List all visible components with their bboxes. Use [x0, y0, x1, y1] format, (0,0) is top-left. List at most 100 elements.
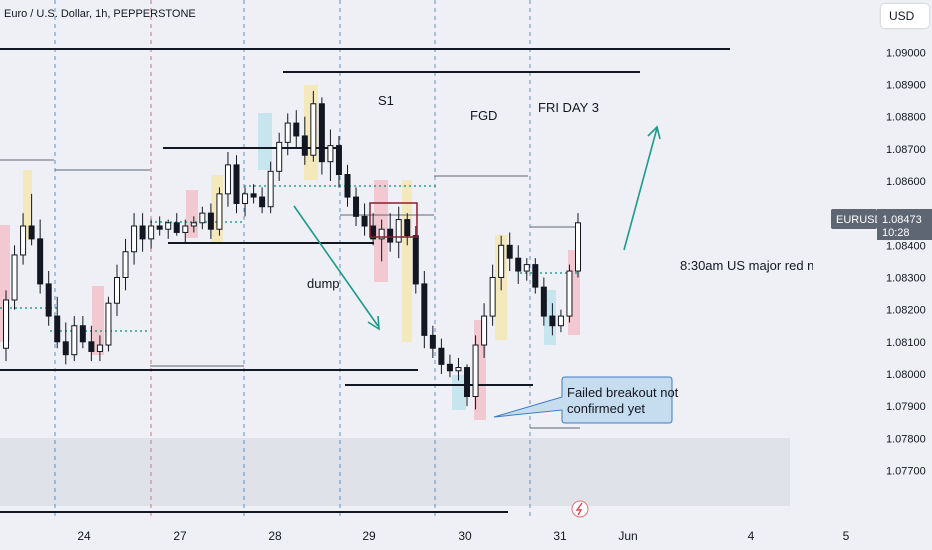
candle-38 — [327, 129, 334, 181]
candle-37 — [318, 97, 325, 175]
breakout-box — [369, 202, 418, 238]
candle-body-63 — [540, 286, 547, 317]
candle-55 — [472, 335, 479, 410]
candle-body-1 — [11, 254, 18, 301]
candle-32 — [276, 132, 283, 181]
level-lines — [0, 48, 730, 513]
candle-22 — [190, 216, 197, 233]
candle-body-56 — [481, 315, 488, 346]
candle-body-2 — [20, 225, 27, 256]
y-tick-label-2: 1.08800 — [886, 112, 926, 124]
highlight-box-0 — [0, 225, 10, 342]
candle-body-23 — [199, 212, 206, 224]
candle-31 — [267, 161, 274, 214]
candle-body-11 — [96, 344, 103, 352]
up-arrow-head — [647, 125, 661, 140]
callout-line-1: Failed breakout not — [567, 385, 679, 400]
candle-1 — [11, 245, 18, 310]
candle-63 — [540, 277, 547, 326]
highlight-box-8 — [402, 180, 412, 342]
y-tick-label-12: 1.07800 — [886, 433, 926, 445]
candle-34 — [293, 110, 300, 149]
x-tick-label-4: 30 — [458, 529, 472, 543]
candle-53 — [455, 357, 462, 381]
candle-body-9 — [79, 325, 86, 343]
demand-zone — [0, 438, 790, 506]
candle-body-49 — [421, 283, 428, 336]
candle-body-34 — [293, 122, 300, 137]
fri-day-label: FRI DAY 3 — [538, 100, 599, 115]
candle-62 — [532, 258, 539, 294]
y-tick-label-4: 1.08600 — [886, 176, 926, 188]
candle-0 — [3, 290, 9, 362]
candle-61 — [523, 258, 530, 281]
candle-body-21 — [182, 225, 189, 233]
candle-25 — [216, 187, 223, 236]
candle-body-8 — [71, 325, 78, 356]
candle-body-41 — [353, 196, 360, 217]
candle-body-7 — [62, 341, 69, 356]
candle-29 — [250, 184, 257, 204]
candle-body-46 — [395, 219, 402, 243]
candle-30 — [259, 187, 266, 214]
x-tick-label-5: 31 — [553, 529, 567, 543]
event-flash-icon[interactable] — [571, 500, 589, 518]
dump-arrow-head — [367, 315, 380, 331]
dump-arrow — [293, 205, 379, 327]
x-tick-label-6: Jun — [618, 529, 637, 543]
candle-body-36 — [310, 103, 317, 156]
highlight-box-1 — [23, 170, 32, 240]
candle-49 — [421, 271, 428, 349]
candle-13 — [113, 264, 120, 317]
candle-body-52 — [446, 363, 453, 372]
candle-body-55 — [472, 344, 479, 397]
candle-35 — [301, 116, 308, 165]
fgd-label: FGD — [470, 108, 497, 123]
candle-65 — [557, 309, 564, 333]
x-tick-label-0: 24 — [77, 529, 91, 543]
candle-10 — [88, 325, 95, 362]
candle-8 — [71, 316, 78, 362]
candle-26 — [224, 152, 231, 207]
price-tag-value: 1.08473 — [882, 214, 922, 226]
candle-23 — [199, 206, 206, 230]
candle-59 — [506, 232, 513, 272]
candle-40 — [344, 164, 351, 207]
candle-body-10 — [88, 341, 95, 352]
y-tick-label-7: 1.08300 — [886, 272, 926, 284]
candle-52 — [446, 354, 453, 378]
candle-body-40 — [344, 174, 351, 198]
candle-15 — [131, 213, 138, 265]
currency-button[interactable]: USD — [881, 4, 929, 28]
candle-7 — [62, 322, 69, 365]
candle-54 — [464, 364, 471, 407]
session-grid — [54, 0, 531, 518]
candle-body-64 — [549, 315, 556, 327]
candle-body-50 — [429, 334, 436, 349]
candle-body-47 — [404, 219, 411, 237]
candle-18 — [156, 216, 163, 236]
candle-50 — [429, 325, 436, 358]
candle-body-59 — [506, 244, 513, 259]
y-tick-label-10: 1.08000 — [886, 369, 926, 381]
callout-bubble — [493, 376, 673, 424]
candle-33 — [284, 113, 291, 156]
candle-57 — [489, 264, 496, 326]
candle-body-38 — [327, 145, 334, 163]
candle-51 — [438, 338, 445, 374]
annotations: S1 FGD FRI DAY 3 dump 8:30am US major re… — [293, 93, 832, 518]
candles — [3, 90, 581, 410]
news-note: 8:30am US major red new — [680, 258, 832, 273]
y-tick-label-8: 1.08200 — [886, 305, 926, 317]
candle-44 — [378, 219, 385, 262]
price-axis-panel[interactable] — [813, 0, 932, 550]
candle-body-4 — [37, 238, 44, 285]
y-tick-label-3: 1.08700 — [886, 144, 926, 156]
up-arrow — [623, 127, 658, 251]
x-tick-label-3: 29 — [362, 529, 376, 543]
candle-body-15 — [131, 225, 138, 253]
candle-body-3 — [28, 225, 35, 240]
y-tick-label-11: 1.07900 — [886, 401, 926, 413]
candle-body-25 — [216, 193, 223, 230]
